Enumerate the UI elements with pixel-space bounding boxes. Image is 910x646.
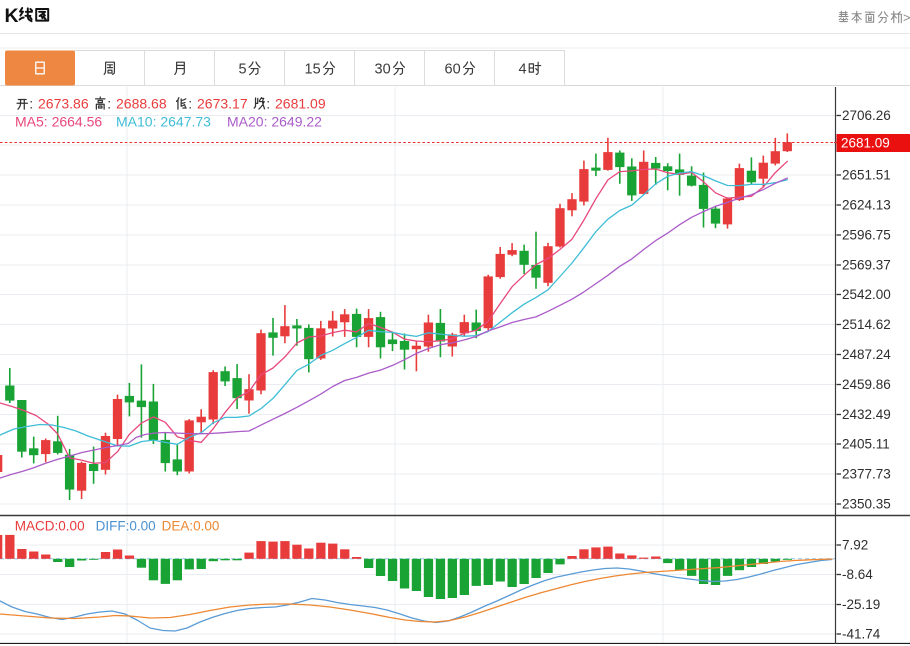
svg-text:2688.68: 2688.68 — [116, 96, 167, 112]
svg-text:2681.09: 2681.09 — [275, 96, 326, 112]
svg-text:2624.13: 2624.13 — [842, 198, 891, 213]
svg-text:MA10: 2647.73: MA10: 2647.73 — [116, 114, 211, 130]
svg-text:2569.37: 2569.37 — [842, 258, 891, 273]
svg-text:-25.19: -25.19 — [842, 597, 880, 612]
svg-text:60: 60 — [445, 62, 461, 78]
svg-text:-8.64: -8.64 — [842, 567, 873, 582]
svg-text:7.92: 7.92 — [842, 538, 868, 553]
svg-text:K: K — [5, 5, 19, 27]
svg-text:2706.26: 2706.26 — [842, 108, 891, 123]
svg-text:2673.86: 2673.86 — [38, 96, 89, 112]
svg-text::: : — [188, 96, 192, 112]
svg-text:>: > — [903, 10, 910, 25]
svg-text:DEA:0.00: DEA:0.00 — [162, 519, 220, 534]
svg-text:2651.51: 2651.51 — [842, 168, 891, 183]
svg-text:5: 5 — [239, 62, 247, 78]
svg-text:MA20: 2649.22: MA20: 2649.22 — [227, 114, 322, 130]
svg-text::: : — [107, 96, 111, 112]
svg-text:2459.86: 2459.86 — [842, 377, 891, 392]
svg-text:2596.75: 2596.75 — [842, 228, 891, 243]
svg-text:MACD:0.00: MACD:0.00 — [15, 519, 85, 534]
svg-text:2405.11: 2405.11 — [842, 437, 890, 452]
svg-text::: : — [266, 96, 270, 112]
svg-text:2487.24: 2487.24 — [842, 347, 891, 362]
svg-text::: : — [29, 96, 33, 112]
svg-text:30: 30 — [375, 62, 391, 78]
svg-text:MA5: 2664.56: MA5: 2664.56 — [15, 114, 102, 130]
svg-text:2514.62: 2514.62 — [842, 317, 891, 332]
svg-text:DIFF:0.00: DIFF:0.00 — [96, 519, 156, 534]
svg-text:4: 4 — [519, 62, 527, 78]
svg-text:-41.74: -41.74 — [842, 627, 881, 642]
svg-text:2542.00: 2542.00 — [842, 287, 891, 302]
svg-text:2377.73: 2377.73 — [842, 467, 891, 482]
svg-text:2350.35: 2350.35 — [842, 497, 891, 512]
svg-text:15: 15 — [305, 62, 321, 78]
svg-text:2673.17: 2673.17 — [197, 96, 248, 112]
svg-text:2432.49: 2432.49 — [842, 407, 891, 422]
svg-text:2681.09: 2681.09 — [841, 136, 890, 151]
